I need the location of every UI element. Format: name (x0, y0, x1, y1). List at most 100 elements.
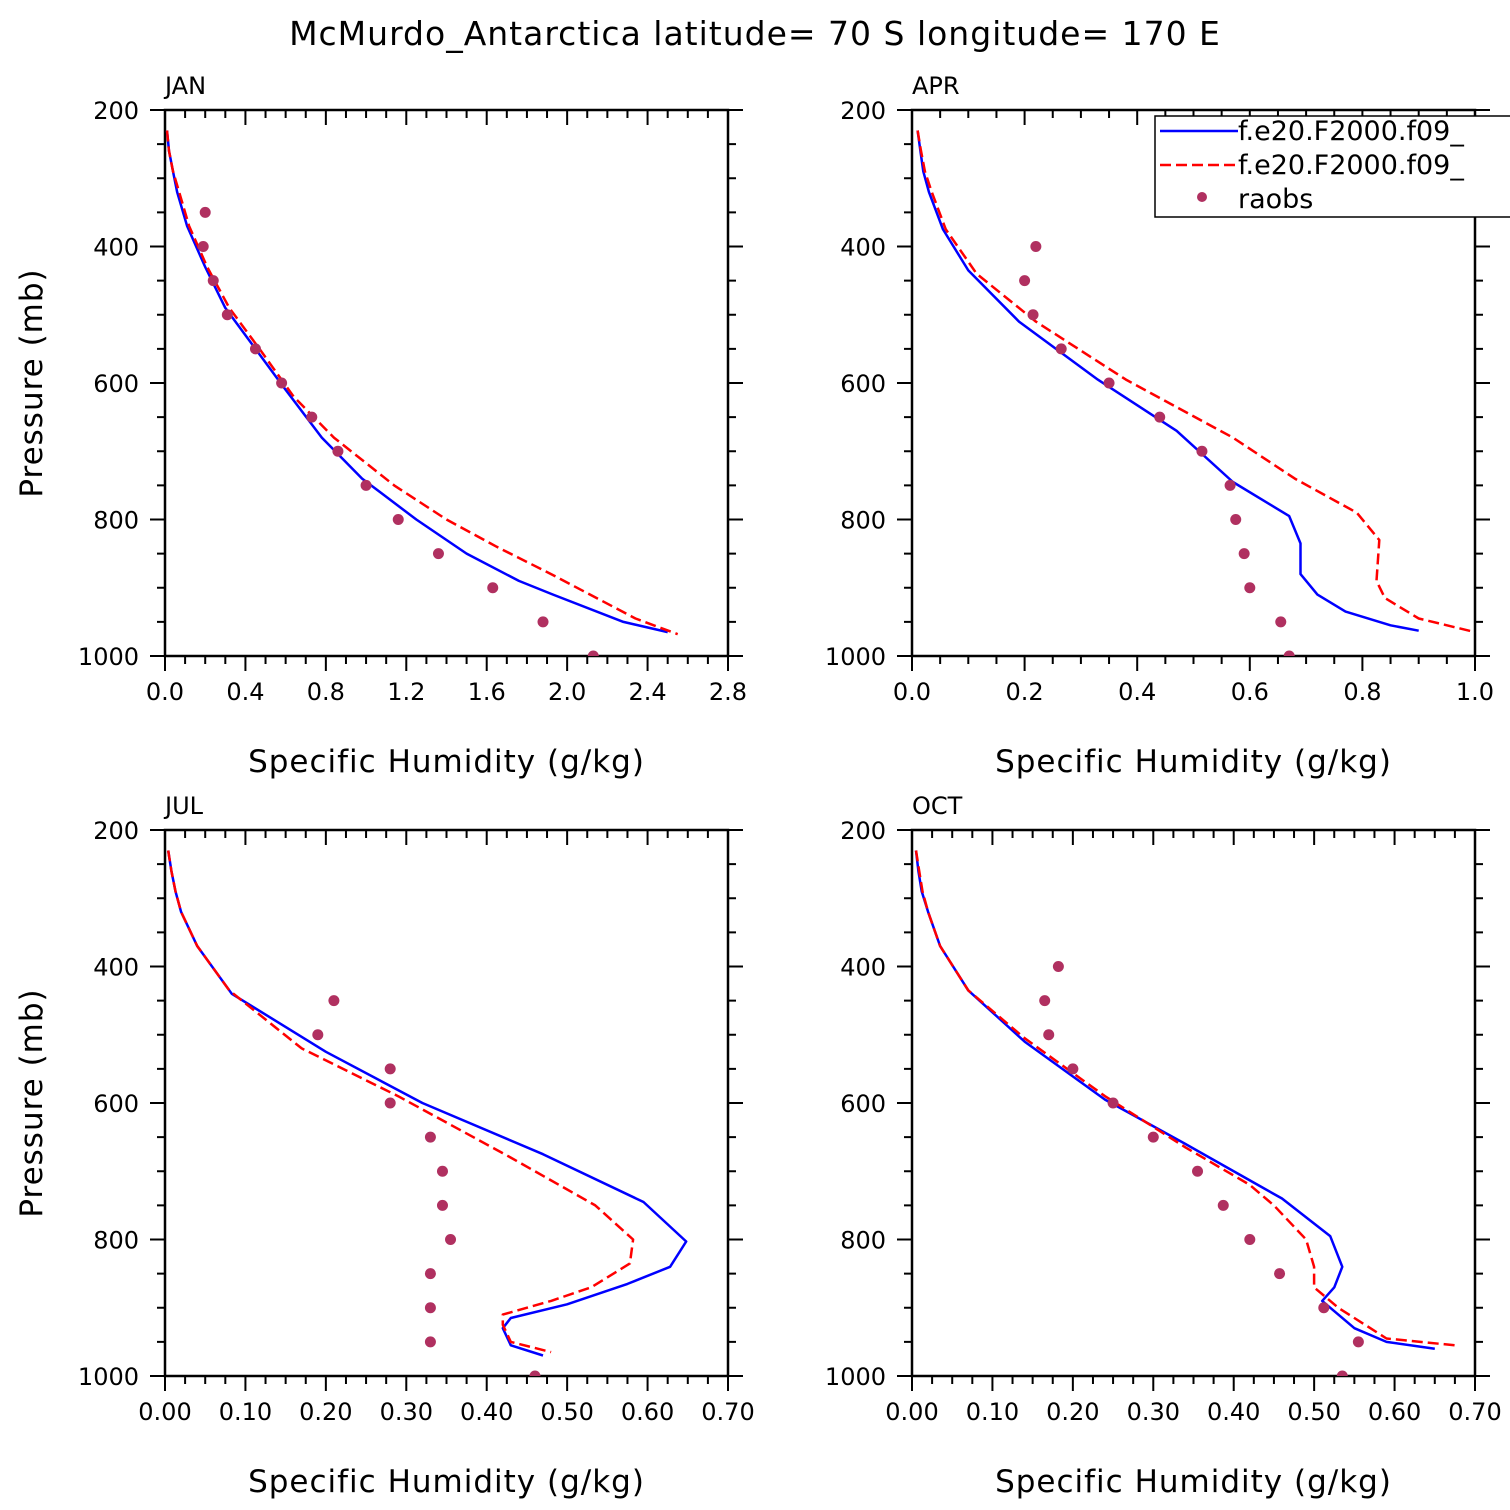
x-tick-label: 2.0 (548, 678, 586, 706)
raobs-point (276, 377, 288, 389)
raobs-point (199, 206, 211, 218)
series-line-1 (165, 130, 668, 634)
legend-box: f.e20.F2000.f09_f.e20.F2000.f09_raobs (1154, 115, 1510, 218)
y-tick-label: 400 (93, 954, 139, 982)
y-tick-label: 200 (840, 817, 886, 845)
panel-oct: OCT 0.00 0.10 0.20 0.30 0.40 0.50 0.60 0.70 200 40… (825, 792, 1502, 1500)
raobs-point (1192, 1165, 1204, 1177)
x-tick-label: 0.0 (146, 678, 184, 706)
x-tick-label: 2.8 (709, 678, 747, 706)
x-tick-label: 0.70 (701, 1398, 754, 1426)
raobs-point (1336, 1370, 1348, 1376)
figure-title: McMurdo_Antarctica latitude= 70 S longit… (289, 14, 1221, 53)
raobs-point (1030, 241, 1042, 252)
raobs-point (445, 1234, 457, 1245)
panel-jul: JUL 0.00 0.10 0.20 0.30 0.40 0.50 0.60 0.70 200 40… (14, 792, 755, 1500)
x-tick-label: 2.4 (628, 678, 666, 706)
y-tick-label: 800 (840, 507, 886, 535)
raobs-point (1275, 616, 1287, 628)
x-tick-label: 0.40 (460, 1398, 513, 1426)
x-tick-label: 0.6 (1231, 678, 1269, 706)
raobs-point (1019, 275, 1031, 287)
raobs-point (436, 1165, 448, 1177)
raobs-point (306, 411, 318, 423)
raobs-point (392, 514, 404, 525)
raobs-point (1196, 445, 1208, 457)
x-axis-label: Specific Humidity (g/kg) (995, 744, 1392, 780)
x-axis-label: Specific Humidity (g/kg) (248, 744, 645, 780)
raobs-point (424, 1336, 436, 1348)
legend-frame (1154, 115, 1510, 218)
panel-title: OCT (912, 792, 963, 820)
x-tick-label: 0.8 (1343, 678, 1381, 706)
y-tick-label: 1000 (825, 643, 886, 671)
raobs-point (1043, 1029, 1055, 1041)
raobs-point (249, 343, 261, 355)
x-tick-label: 0.50 (540, 1398, 593, 1426)
x-tick-label: 0.60 (621, 1398, 674, 1426)
panel-jan: JAN 0.0 0.4 0.8 1.2 1.6 2.0 2.4 2.8 200 400 600 800 1… (14, 72, 747, 780)
plot-frame (163, 108, 730, 658)
legend-label: raobs (1238, 184, 1313, 215)
raobs-point (1217, 1199, 1229, 1211)
raobs-point (1224, 479, 1236, 491)
y-axis-label: Pressure (mb) (14, 988, 50, 1217)
series-line-1 (166, 850, 688, 1357)
raobs-point (197, 241, 209, 252)
x-tick-label: 0.0 (893, 678, 931, 706)
y-tick-label: 800 (93, 1227, 139, 1255)
raobs-point (1067, 1063, 1079, 1075)
x-tick-label: 1.2 (387, 678, 425, 706)
raobs-point (487, 582, 499, 594)
y-tick-label: 800 (840, 1227, 886, 1255)
raobs-point (328, 995, 340, 1007)
raobs-point (360, 479, 372, 491)
x-tick-label: 0.60 (1368, 1398, 1421, 1426)
raobs-point (384, 1063, 396, 1075)
series-line-2 (914, 850, 1456, 1347)
raobs-point (1244, 582, 1256, 594)
x-tick-label: 0.50 (1287, 1398, 1340, 1426)
raobs-point (1103, 377, 1115, 389)
panels: JAN 0.0 0.4 0.8 1.2 1.6 2.0 2.4 2.8 200 400 600 800 1… (14, 72, 1502, 1500)
x-tick-label: 0.00 (885, 1398, 938, 1426)
y-tick-label: 400 (840, 954, 886, 982)
x-tick-label: 0.20 (299, 1398, 352, 1426)
y-tick-label: 800 (93, 507, 139, 535)
y-tick-label: 600 (93, 370, 139, 398)
raobs-point (1244, 1234, 1256, 1245)
series-line-2 (165, 130, 679, 636)
x-axis-label: Specific Humidity (g/kg) (248, 1464, 645, 1500)
series-group (916, 130, 1475, 656)
x-tick-label: 0.4 (226, 678, 264, 706)
y-tick-label: 200 (93, 817, 139, 845)
series-line-2 (916, 130, 1475, 634)
raobs-point (1039, 995, 1051, 1007)
x-tick-label: 0.2 (1006, 678, 1044, 706)
x-tick-label: 0.8 (307, 678, 345, 706)
raobs-point (424, 1268, 436, 1280)
series-group (914, 850, 1456, 1376)
panel-title: JAN (163, 72, 206, 100)
series-line-1 (914, 850, 1435, 1350)
panel-title: JUL (163, 792, 204, 820)
series-line-2 (166, 850, 635, 1354)
raobs-point (424, 1302, 436, 1314)
series-group (165, 130, 679, 656)
y-tick-label: 600 (840, 1090, 886, 1118)
plot-frame (163, 828, 730, 1378)
raobs-point (1147, 1131, 1159, 1143)
y-tick-label: 400 (840, 234, 886, 262)
raobs-point (332, 445, 344, 457)
x-tick-label: 1.0 (1456, 678, 1494, 706)
legend: f.e20.F2000.f09_f.e20.F2000.f09_raobs (1154, 115, 1510, 218)
raobs-point (384, 1097, 396, 1109)
x-tick-label: 0.30 (1127, 1398, 1180, 1426)
raobs-point (529, 1370, 541, 1376)
plot-frame (910, 828, 1477, 1378)
raobs-point (312, 1029, 324, 1041)
series-group (166, 850, 688, 1376)
y-tick-label: 400 (93, 234, 139, 262)
raobs-point (1230, 514, 1242, 525)
x-tick-label: 0.4 (1118, 678, 1156, 706)
